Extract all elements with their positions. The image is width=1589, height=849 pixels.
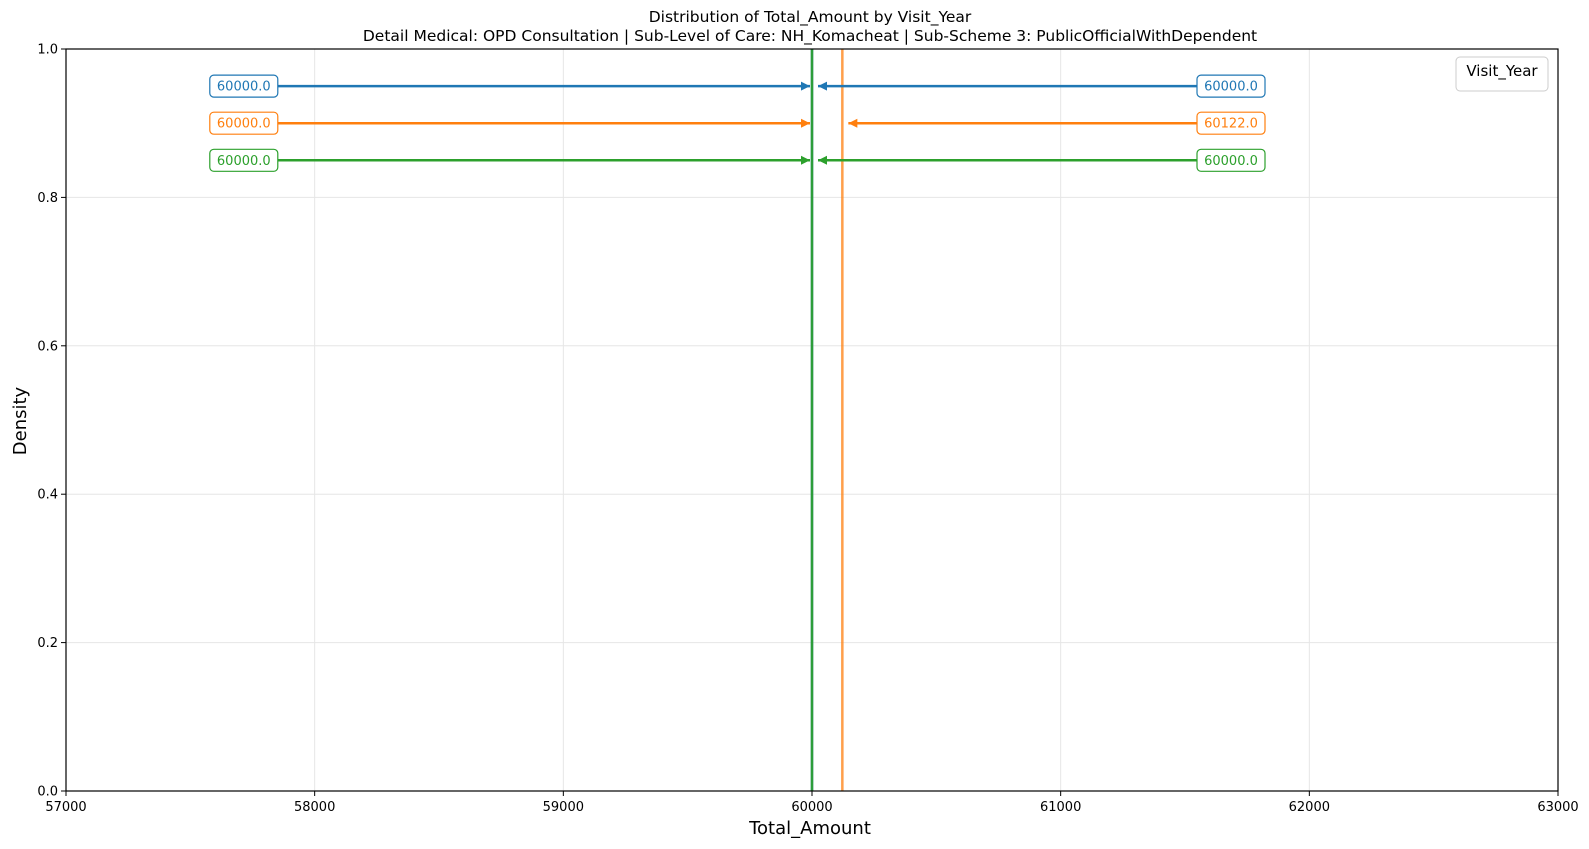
value-lines — [810, 49, 844, 791]
x-tick-label: 58000 — [294, 800, 335, 815]
annotation-label: 60000.0 — [217, 117, 271, 132]
x-axis-title: Total_Amount — [748, 818, 871, 839]
y-tick-label: 1.0 — [37, 43, 58, 58]
y-tick-label: 0.4 — [37, 488, 58, 503]
chart-title: Distribution of Total_Amount by Visit_Ye… — [649, 8, 972, 27]
y-tick-label: 0.6 — [37, 339, 58, 354]
annotation-box — [1196, 148, 1266, 172]
x-axis-ticks: 57000 58000 59000 60000 61000 62000 63000 — [45, 791, 1579, 815]
legend-box — [1455, 56, 1549, 92]
x-tick-label: 61000 — [1040, 800, 1081, 815]
annotation-label: 60122.0 — [1204, 117, 1258, 132]
y-tick-label: 0.0 — [37, 785, 58, 800]
legend: Visit_Year — [1455, 56, 1549, 92]
annotation-box — [209, 74, 279, 98]
x-tick-label: 57000 — [45, 800, 86, 815]
annotation-labels: 60000.0 60000.0 60000.0 60122.0 60000.0 60000… — [209, 74, 1266, 172]
annotation-label: 60000.0 — [1204, 80, 1258, 95]
arrow-head — [848, 118, 858, 128]
arrow-head — [818, 81, 827, 91]
arrow-head — [801, 155, 810, 165]
annotation-label: 60000.0 — [217, 154, 271, 169]
annotation-label: 60000.0 — [1204, 154, 1258, 169]
y-tick-label: 0.8 — [37, 191, 58, 206]
arrow-head — [818, 155, 827, 165]
x-tick-label: 62000 — [1289, 800, 1330, 815]
y-tick-label: 0.2 — [37, 636, 58, 651]
annotation-box — [1196, 111, 1266, 135]
annotation-label: 60000.0 — [217, 80, 271, 95]
x-tick-label: 59000 — [543, 800, 584, 815]
chart-subtitle: Detail Medical: OPD Consultation | Sub-L… — [363, 27, 1257, 46]
arrow-head — [801, 118, 810, 128]
x-tick-label: 63000 — [1537, 800, 1578, 815]
x-tick-label: 60000 — [791, 800, 832, 815]
annotation-box — [1196, 74, 1266, 98]
annotation-box — [209, 148, 279, 172]
annotation-box — [209, 111, 279, 135]
arrow-head — [801, 81, 810, 91]
legend-title: Visit_Year — [1466, 62, 1538, 81]
y-axis-ticks: 0.0 0.2 0.4 0.6 0.8 1.0 — [37, 43, 66, 800]
y-axis-title: Density — [10, 386, 31, 455]
annotation-arrows — [277, 81, 1198, 165]
